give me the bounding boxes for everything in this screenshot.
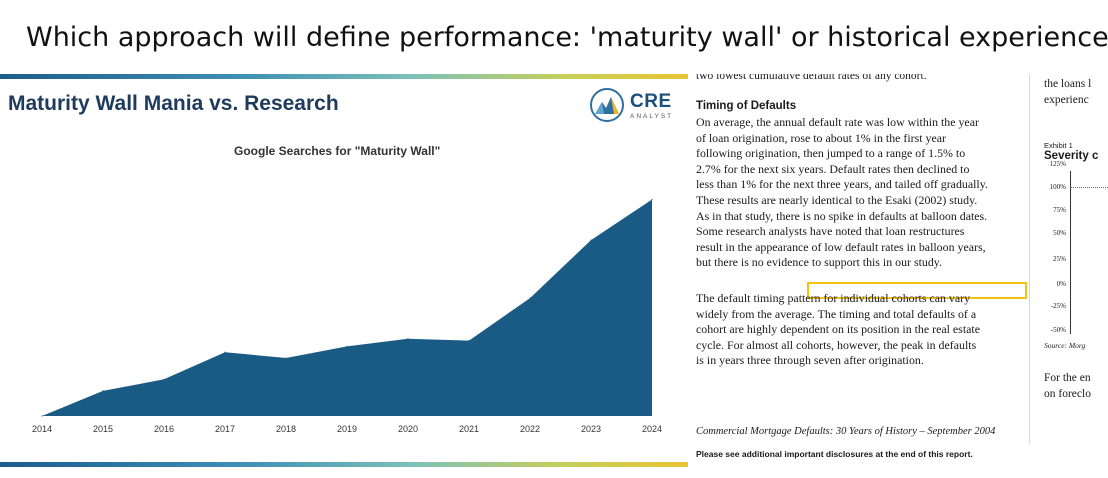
text-line: cohort are highly dependent on its posit…: [696, 322, 980, 337]
cropped-text-line: the loans l: [1044, 78, 1092, 90]
text-line: result in the appearance of low default …: [696, 239, 986, 254]
exhibit-y-tick: 100%: [1049, 183, 1066, 191]
data-point: [224, 351, 226, 353]
text-line: The default timing pattern for individua…: [696, 291, 971, 305]
area-chart: 2014 2015 2016 2017 2018 2019 2020 2021 2022 2023…: [32, 198, 662, 434]
column-divider: [1029, 74, 1030, 444]
gradient-rule-top: [0, 74, 688, 79]
data-point: [529, 297, 531, 299]
text-line: On average, the annual default rate was …: [696, 115, 979, 129]
paragraph-cohorts: The default timing pattern for individua…: [696, 291, 980, 369]
text-line: cycle. For almost all cohorts, however, …: [696, 337, 977, 352]
exhibit-y-tick: 50%: [1053, 229, 1066, 237]
text-line: widely from the average. The timing and …: [696, 306, 977, 321]
slide-panel: Maturity Wall Mania vs. Research CRE ANA…: [0, 74, 688, 470]
exhibit-y-axis: [1070, 171, 1071, 334]
exhibit-y-tick: 0%: [1056, 280, 1066, 288]
x-tick-label: 2014: [32, 424, 52, 434]
section-heading: Timing of Defaults: [696, 100, 797, 112]
cropped-exhibit-column: the loans l experienc Exhibit 1 Severity…: [1030, 74, 1108, 434]
data-point: [346, 345, 348, 347]
research-excerpt: two lowest cumulative default rates of a…: [688, 74, 1028, 466]
x-tick-label: 2019: [337, 424, 357, 434]
cre-analyst-logo: CRE ANALYST: [590, 88, 682, 128]
exhibit-source: Source: Morg: [1044, 341, 1086, 350]
chart-title: Google Searches for "Maturity Wall": [234, 144, 441, 158]
x-tick-label: 2022: [520, 424, 540, 434]
exhibit-title: Severity c: [1044, 150, 1099, 162]
cut-off-line: two lowest cumulative default rates of a…: [696, 74, 927, 82]
gradient-rule-bottom: [0, 462, 688, 467]
x-tick-label: 2020: [398, 424, 418, 434]
text-line: 2.7% for the next six years. Default rat…: [696, 161, 970, 176]
area-series: [42, 199, 652, 416]
logo-wordmark: CRE: [630, 91, 672, 112]
logo-icon: [590, 88, 624, 122]
exhibit-label: Exhibit 1: [1044, 141, 1073, 150]
text-line: is in years three through seven after or…: [696, 353, 924, 368]
data-point: [590, 239, 592, 241]
logo-subtitle: ANALYST: [630, 113, 674, 120]
x-tick-label: 2015: [93, 424, 113, 434]
cropped-text-line: on foreclo: [1044, 388, 1091, 400]
text-line: following origination, then jumped to a …: [696, 146, 966, 161]
disclosure-note: Please see additional important disclosu…: [696, 449, 973, 459]
x-tick-label: 2021: [459, 424, 479, 434]
x-tick-label: 2023: [581, 424, 601, 434]
x-tick-label: 2024: [642, 424, 662, 434]
data-point: [41, 415, 43, 417]
slide-title: Maturity Wall Mania vs. Research: [8, 92, 339, 115]
exhibit-y-tick: 125%: [1049, 160, 1066, 168]
text-line: but there is no evidence to support this…: [696, 255, 942, 270]
data-point: [285, 357, 287, 359]
text-line: of loan origination, rose to about 1% in…: [696, 130, 946, 145]
cropped-text-line: For the en: [1044, 372, 1091, 384]
highlight-box: [807, 282, 1027, 299]
text-line: As in that study, there is no spike in d…: [696, 208, 988, 223]
paragraph-timing: On average, the annual default rate was …: [696, 115, 988, 271]
text-line: Some research analysts have noted that l…: [696, 224, 965, 239]
x-tick-label: 2018: [276, 424, 296, 434]
exhibit-y-tick: 75%: [1053, 206, 1066, 214]
data-point: [163, 378, 165, 380]
data-point: [407, 338, 409, 340]
text-line: These results are nearly identical to th…: [696, 192, 978, 207]
text-line: less than 1% for the next three years, a…: [696, 177, 988, 192]
data-point: [102, 390, 104, 392]
document-footer: Commercial Mortgage Defaults: 30 Years o…: [696, 426, 996, 437]
cropped-text-line: experienc: [1044, 94, 1089, 106]
data-point: [468, 340, 470, 342]
page-question: Which approach will define performance: …: [26, 22, 1108, 53]
exhibit-y-tick: 25%: [1053, 255, 1066, 263]
exhibit-y-tick: -50%: [1050, 326, 1066, 334]
x-tick-label: 2017: [215, 424, 235, 434]
x-tick-label: 2016: [154, 424, 174, 434]
data-point: [651, 198, 653, 201]
exhibit-y-tick: -25%: [1050, 302, 1066, 310]
exhibit-gridline: [1070, 187, 1108, 188]
